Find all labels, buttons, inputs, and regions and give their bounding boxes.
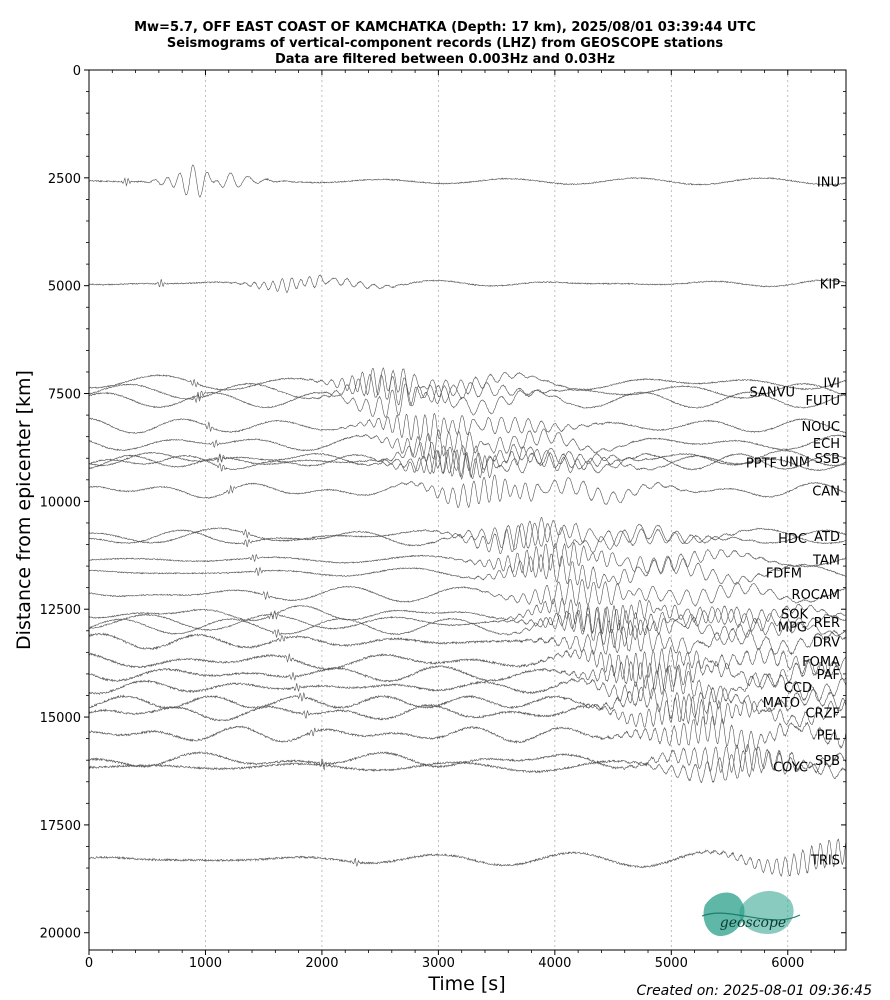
station-label-can: CAN [812,485,840,500]
logo-text: geoscope [720,915,786,931]
trace-rocam [88,578,847,607]
trace-fdfm [88,553,846,590]
y-axis-label: Distance from epicenter [km] [13,370,35,650]
y-tick-label: 5000 [48,280,81,295]
station-label-pptf: PPTF [746,457,777,472]
trace-ech [88,428,847,460]
logo-globe-left [703,892,745,937]
station-label-sok: SOK [781,608,808,623]
trace-sok [88,597,846,634]
trace-tris [88,838,847,878]
station-label-ccd: CCD [784,681,812,696]
y-tick-label: 0 [73,64,81,79]
station-label-sanvu: SANVU [749,385,795,400]
logo-globe-right [739,890,794,934]
station-label-coyc: COYC [773,761,808,776]
station-label-spb: SPB [815,754,840,769]
station-label-futu: FUTU [806,394,840,409]
x-tick-label: 6000 [771,956,804,971]
trace-can [88,474,847,509]
station-label-nouc: NOUC [801,420,840,435]
trace-pel [88,715,847,753]
trace-unm [88,444,847,475]
trace-hdc [88,522,847,554]
trace-drv [88,625,847,656]
y-tick-label: 15000 [40,711,81,726]
title-line-2: Seismograms of vertical-component record… [167,36,723,51]
geoscope-logo: geoscope [701,890,801,937]
station-label-drv: DRV [813,636,840,651]
station-label-crzf: CRZF [806,707,841,722]
x-tick-label: 3000 [422,956,455,971]
x-tick-label: 4000 [538,956,571,971]
station-label-kip: KIP [820,278,840,293]
x-tick-label: 0 [85,956,93,971]
station-label-paf: PAF [817,668,840,683]
station-label-ssb: SSB [815,452,840,467]
y-tick-label: 12500 [40,603,81,618]
grid-lines [205,70,789,950]
title-line-1: Mw=5.7, OFF EAST COAST OF KAMCHATKA (Dep… [134,20,756,35]
station-label-rer: RER [814,616,840,631]
trace-kip [88,274,847,293]
station-label-atd: ATD [814,530,840,545]
trace-spb [88,743,847,775]
title-line-3: Data are filtered between 0.003Hz and 0.… [275,52,615,67]
trace-ccd [88,666,847,704]
logo-wave [701,912,801,921]
y-tick-label: 17500 [40,819,81,834]
trace-coyc [88,747,847,784]
station-label-pel: PEL [817,728,841,743]
trace-nouc [88,412,847,442]
traces-group [88,164,847,878]
y-tick-label: 20000 [40,927,81,942]
trace-futu [88,383,847,419]
station-label-rocam: ROCAM [792,588,840,603]
station-label-hdc: HDC [778,532,807,547]
station-label-tris: TRIS [810,853,840,868]
trace-ivi [88,367,847,398]
trace-pptf [88,446,846,481]
station-label-ech: ECH [813,437,840,452]
y-tick-label: 2500 [48,172,81,187]
created-timestamp: Created on: 2025-08-01 09:36:45 [637,983,873,999]
trace-atd [88,517,847,555]
x-tick-label: 2000 [305,956,338,971]
x-tick-label: 1000 [189,956,222,971]
trace-paf [88,658,847,691]
trace-foma [88,646,847,681]
x-axis-label: Time [s] [427,973,505,995]
station-label-foma: FOMA [802,655,840,670]
station-label-mato: MATO [763,696,800,711]
y-tick-label: 10000 [40,495,81,510]
plot-frame [88,69,847,951]
trace-ssb [88,441,847,480]
trace-sanvu [88,373,847,406]
axis-ticks: 0 1000 2000 3000 4000 5000 6000 0 2500 5000 7500 10… [40,64,846,971]
station-label-tam: TAM [812,554,840,569]
station-label-inu: INU [817,175,840,190]
chart-title: Mw=5.7, OFF EAST COAST OF KAMCHATKA (Dep… [134,20,756,67]
trace-tam [89,541,847,574]
trace-inu [88,164,846,198]
trace-crzf [88,695,847,728]
trace-rer [89,606,847,637]
station-label-mpg: MPG [778,620,807,635]
station-label-fdfm: FDFM [766,567,802,582]
station-label-ivi: IVI [823,377,840,392]
station-label-unm: UNM [780,456,810,471]
y-tick-label: 7500 [48,388,81,403]
x-tick-label: 5000 [655,956,688,971]
